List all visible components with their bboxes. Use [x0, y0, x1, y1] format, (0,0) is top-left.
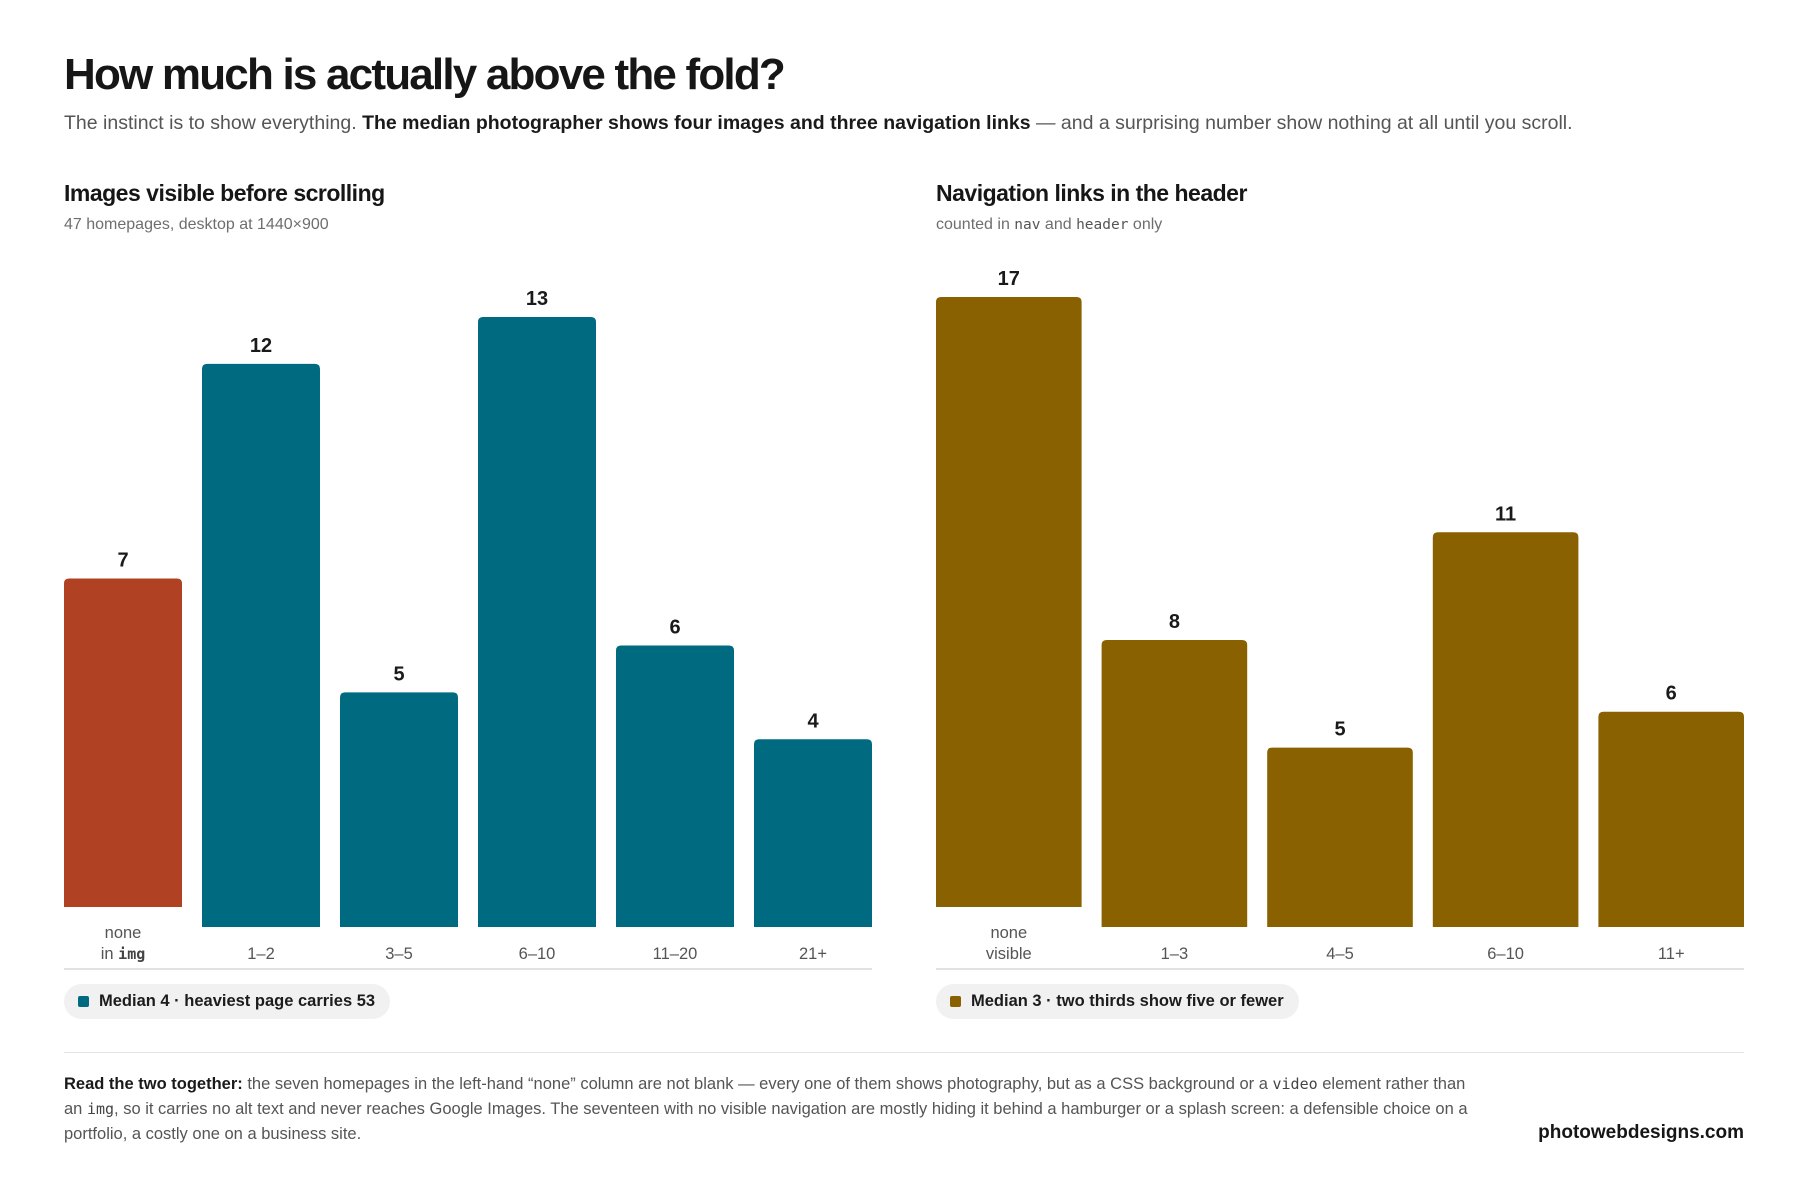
- nav-value-label-4: 6: [1666, 683, 1677, 705]
- right-chart-title: Navigation links in the header: [936, 180, 1247, 206]
- nav-value-label-3: 11: [1495, 503, 1516, 525]
- images-bar-0: [64, 578, 182, 907]
- nav-tick-label-0-line2: visible: [986, 945, 1032, 963]
- footer-text-3: , so it carries no alt text and never re…: [64, 1100, 1468, 1143]
- subtitle-emphasis: The median photographer shows four image…: [362, 112, 1031, 134]
- right-subtitle-code-header: header: [1076, 217, 1129, 233]
- footer-code-img: img: [86, 1100, 115, 1118]
- left-legend-text: Median 4 · heaviest page carries 53: [99, 992, 376, 1010]
- images-bar-chart: 7 none in img 12 1–2 5 3–5 13 6–10 6 11–20 4 21+: [64, 288, 872, 970]
- right-subtitle-code-nav: nav: [1014, 217, 1041, 233]
- nav-bar-2: [1267, 747, 1413, 927]
- page-title: How much is actually above the fold?: [64, 50, 786, 99]
- nav-bar-4: [1598, 711, 1744, 927]
- subtitle-lead: The instinct is to show everything.: [64, 112, 363, 134]
- images-value-label-5: 4: [807, 710, 819, 732]
- images-value-label-1: 12: [250, 335, 272, 357]
- left-chart-title: Images visible before scrolling: [64, 180, 385, 206]
- images-value-label-3: 13: [526, 288, 548, 310]
- images-tick-label-1: 1–2: [247, 945, 275, 963]
- right-subtitle-text-b: and: [1040, 216, 1077, 233]
- left-legend-pill: Median 4 · heaviest page carries 53: [64, 984, 391, 1019]
- page-subtitle: The instinct is to show everything. The …: [64, 112, 1744, 135]
- nav-bar-1: [1101, 639, 1248, 927]
- nav-tick-label-3: 6–10: [1487, 945, 1524, 963]
- left-chart-header: Images visible before scrolling 47 homep…: [64, 180, 385, 234]
- images-bar-3: [478, 317, 596, 927]
- images-tick-label-2: 3–5: [385, 945, 413, 963]
- nav-bar-0: [936, 297, 1082, 907]
- images-tick-label-5: 21+: [799, 945, 827, 963]
- footer-text-1: the seven homepages in the left-hand “no…: [242, 1075, 1273, 1093]
- images-value-label-2: 5: [393, 663, 404, 685]
- footer-divider: [64, 1052, 1744, 1053]
- images-value-label-4: 6: [669, 616, 680, 638]
- navigation-bar-chart: 17 none visible 8 1–3 5 4–5 11 6–10 6 11+: [936, 268, 1744, 970]
- right-chart-subtitle: counted in nav and header only: [936, 216, 1247, 234]
- right-legend-pill: Median 3 · two thirds show five or fewer: [936, 984, 1299, 1019]
- images-tick-label-4: 11–20: [653, 945, 698, 963]
- nav-tick-label-0-line1: none: [990, 924, 1027, 942]
- legend-swatch: [78, 996, 89, 1007]
- legend-swatch: [950, 996, 961, 1007]
- footer-note: Read the two together: the seven homepag…: [64, 1072, 1484, 1147]
- nav-tick-label-4: 11+: [1658, 945, 1685, 963]
- right-subtitle-text-a: counted in: [936, 216, 1015, 233]
- images-bar-1: [202, 363, 320, 927]
- images-bar-2: [340, 692, 458, 927]
- footer-code-video: video: [1272, 1075, 1318, 1093]
- right-subtitle-text-c: only: [1128, 216, 1163, 233]
- left-chart-subtitle: 47 homepages, desktop at 1440×900: [64, 216, 329, 233]
- nav-value-label-1: 8: [1169, 611, 1180, 633]
- brand-link[interactable]: photowebdesigns.com: [1538, 1122, 1744, 1143]
- nav-value-label-0: 17: [998, 268, 1020, 290]
- images-tick-label-3: 6–10: [519, 945, 556, 963]
- images-tick-label-0-line1: none: [105, 924, 142, 942]
- images-tick-label-0-line2: in img: [101, 945, 146, 963]
- footer-text-2: element rather than an: [64, 1075, 1466, 1118]
- nav-bar-3: [1432, 532, 1579, 927]
- nav-tick-label-2: 4–5: [1326, 945, 1354, 963]
- images-bar-5: [754, 739, 872, 927]
- subtitle-tail: — and a surprising number show nothing a…: [1030, 112, 1573, 134]
- nav-tick-label-1: 1–3: [1161, 945, 1189, 963]
- nav-value-label-2: 5: [1334, 719, 1345, 741]
- images-bar-4: [616, 645, 734, 927]
- images-value-label-0: 7: [117, 550, 128, 572]
- right-chart-header: Navigation links in the header counted i…: [936, 180, 1247, 234]
- footer-lead: Read the two together:: [64, 1075, 243, 1093]
- right-legend-text: Median 3 · two thirds show five or fewer: [971, 992, 1284, 1010]
